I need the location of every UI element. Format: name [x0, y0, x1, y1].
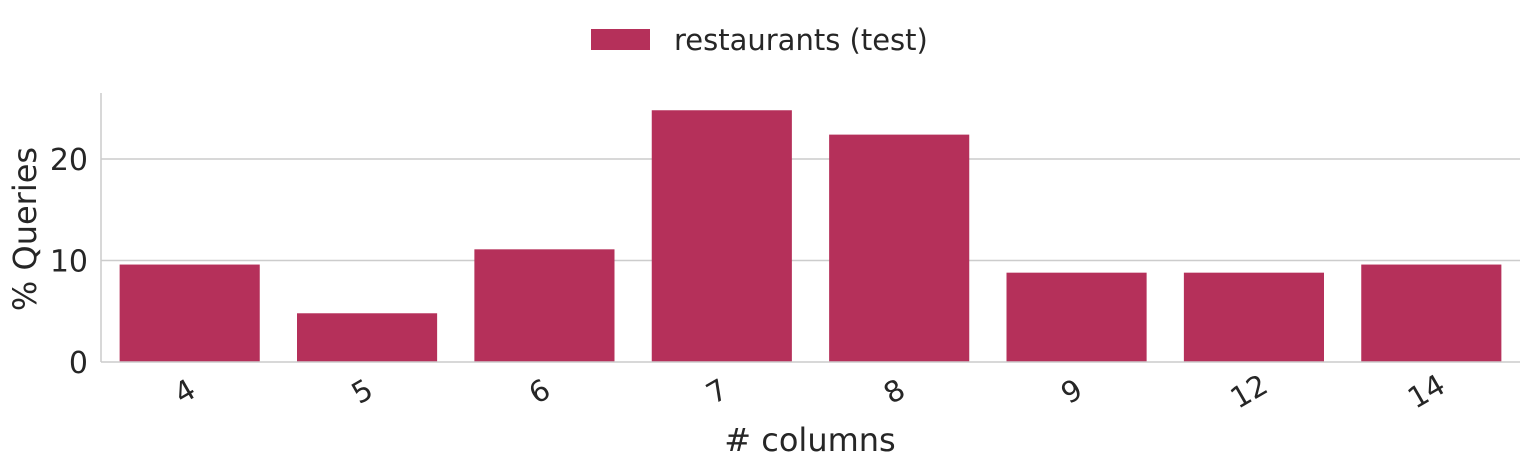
x-tick-label: 7	[700, 372, 733, 411]
x-tick-label: 4	[168, 372, 201, 411]
y-tick-label: 10	[50, 244, 88, 279]
y-tick-label: 20	[50, 143, 88, 178]
y-tick-label: 0	[69, 346, 88, 381]
x-tick-label: 9	[1055, 372, 1088, 411]
bars	[119, 110, 1502, 362]
axes	[100, 93, 1520, 363]
bar-14	[1361, 264, 1502, 362]
x-tick-label: 8	[878, 372, 911, 411]
legend: restaurants (test)	[591, 23, 928, 57]
legend-swatch	[591, 29, 650, 50]
x-tick-labels: 4 5 6 7 8 9 12 14	[168, 367, 1451, 415]
x-tick-label: 12	[1224, 367, 1273, 415]
gridlines	[101, 158, 1520, 262]
bar-5	[296, 313, 438, 362]
bar-9	[1006, 272, 1147, 362]
x-tick-label: 5	[346, 372, 379, 411]
x-tick-label: 14	[1402, 367, 1451, 415]
y-tick-labels: 0 10 20	[50, 143, 88, 381]
bar-7	[651, 110, 792, 362]
bar-8	[829, 134, 970, 362]
x-axis-title: # columns	[724, 421, 895, 459]
bar-6	[474, 249, 615, 362]
legend-label: restaurants (test)	[674, 23, 928, 57]
bar-12	[1183, 272, 1325, 362]
y-axis-title: % Queries	[6, 147, 44, 311]
bar-4	[119, 264, 260, 362]
x-tick-label: 6	[523, 372, 556, 411]
